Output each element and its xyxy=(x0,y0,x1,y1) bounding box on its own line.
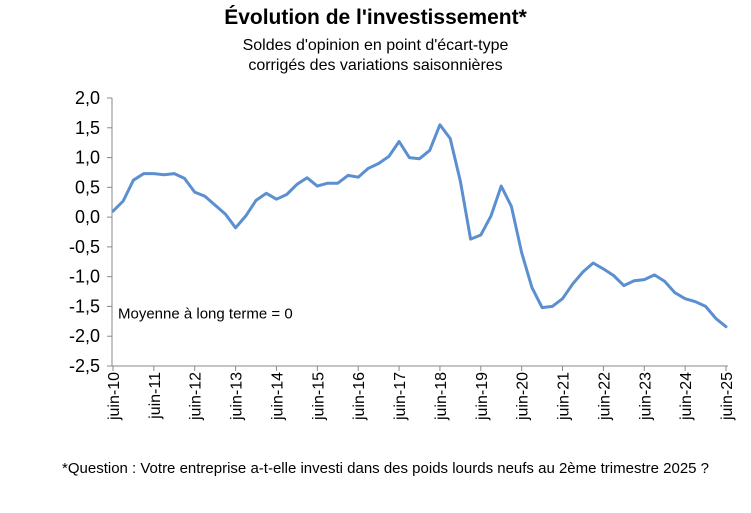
x-tick-label: juin-12 xyxy=(188,372,205,421)
x-tick-label: juin-19 xyxy=(474,372,491,421)
x-tick-label: juin-10 xyxy=(106,372,123,421)
footnote: *Question : Votre entreprise a-t-elle in… xyxy=(62,460,710,477)
x-tick-label: juin-18 xyxy=(433,372,450,421)
long-term-average-annotation: Moyenne à long terme = 0 xyxy=(118,306,293,323)
x-tick-label: juin-25 xyxy=(719,372,736,421)
series-line xyxy=(111,123,728,329)
y-tick-label: -1,0 xyxy=(69,267,100,287)
tick-labels: 2,0 1,5 1,0 0,5 0,0 -0,5 -1,0 -1,5 -2,0 -2,5 juin-… xyxy=(69,88,736,421)
x-tick-label: juin-22 xyxy=(596,372,613,421)
y-tick-label: 1,0 xyxy=(75,148,100,168)
x-tick-label: juin-11 xyxy=(147,372,164,420)
y-tick-label: -2,5 xyxy=(69,356,100,376)
chart-subtitle-line-2: corrigés des variations saisonnières xyxy=(248,57,503,74)
y-tick-label: 0,0 xyxy=(75,207,100,227)
x-tick-label: juin-20 xyxy=(515,372,532,421)
y-tick-label: -2,0 xyxy=(69,326,100,346)
x-tick-label: juin-15 xyxy=(310,372,327,421)
y-tick-label: 2,0 xyxy=(75,88,100,108)
x-tick-label: juin-16 xyxy=(351,372,368,421)
series-layer xyxy=(111,123,728,329)
chart-title: Évolution de l'investissement* xyxy=(224,6,527,29)
x-tick-label: juin-24 xyxy=(678,372,695,421)
chart-subtitle-line-1: Soldes d'opinion en point d'écart-type xyxy=(242,37,509,54)
x-tick-label: juin-23 xyxy=(637,372,654,421)
axes xyxy=(107,97,728,371)
y-tick-label: 0,5 xyxy=(75,177,100,197)
x-tick-label: juin-14 xyxy=(269,372,286,421)
x-tick-label: juin-21 xyxy=(556,372,573,421)
y-tick-label: 1,5 xyxy=(75,118,100,138)
y-tick-label: -0,5 xyxy=(69,237,100,257)
x-tick-label: juin-13 xyxy=(229,372,246,421)
y-tick-label: -1,5 xyxy=(69,296,100,316)
x-tick-label: juin-17 xyxy=(392,372,409,421)
